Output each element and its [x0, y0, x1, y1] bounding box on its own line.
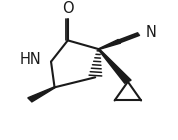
Polygon shape — [28, 87, 55, 102]
Polygon shape — [98, 49, 131, 83]
Text: N: N — [146, 25, 156, 40]
Text: O: O — [62, 1, 73, 16]
Text: HN: HN — [20, 52, 41, 67]
Polygon shape — [98, 40, 121, 49]
